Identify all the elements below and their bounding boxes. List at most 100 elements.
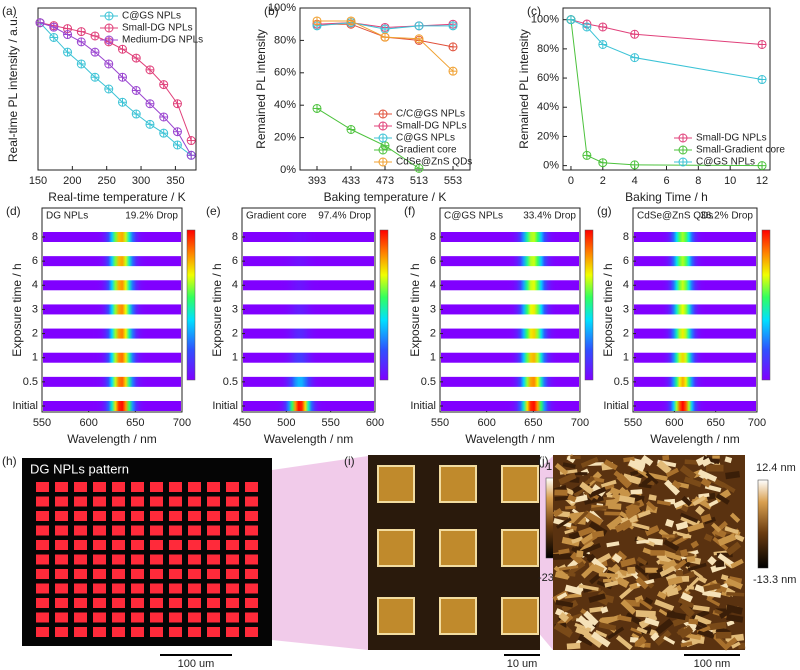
x-axis-label: Baking Time / h xyxy=(625,190,708,204)
spectrum-stripe xyxy=(43,256,181,267)
x-axis-label: Wavelength / nm xyxy=(465,432,555,446)
y-tick-label: 1 xyxy=(232,352,238,364)
pattern-pixel xyxy=(112,627,125,637)
data-point xyxy=(582,22,592,32)
legend-marker xyxy=(678,133,688,143)
pattern-pixel xyxy=(93,569,106,579)
pattern-pixel xyxy=(55,627,68,637)
y-tick-label: 100% xyxy=(531,14,559,26)
pattern-pixel xyxy=(131,511,144,521)
data-point xyxy=(757,75,767,85)
pattern-pixel xyxy=(112,525,125,536)
data-point xyxy=(159,80,169,90)
data-point xyxy=(90,31,100,41)
spectrum-stripe xyxy=(243,328,374,339)
x-tick-label: 8 xyxy=(695,175,701,187)
y-tick-label: 80% xyxy=(537,43,559,55)
afm-square xyxy=(439,597,477,635)
x-tick-label: 553 xyxy=(444,175,462,187)
pattern-pixel xyxy=(188,540,201,550)
pattern-pixel xyxy=(188,612,201,623)
scale-label: 100 nm xyxy=(694,658,731,670)
y-tick-label: 8 xyxy=(623,231,629,243)
pattern-pixel xyxy=(112,612,125,623)
data-point xyxy=(145,99,155,109)
pattern-pixel xyxy=(207,569,220,579)
y-tick-label: 3 xyxy=(32,303,38,315)
data-point xyxy=(76,27,86,37)
pattern-pixel xyxy=(93,612,106,623)
data-point xyxy=(172,99,182,109)
y-tick-label: 1 xyxy=(623,352,629,364)
x-axis-label: Baking temperature / K xyxy=(324,190,447,204)
x-tick-label: 10 xyxy=(724,175,736,187)
legend-label: Small-Gradient core xyxy=(696,145,785,156)
x-tick-label: 500 xyxy=(277,417,295,429)
pattern-pixel xyxy=(150,569,163,579)
data-point xyxy=(346,125,356,134)
data-point xyxy=(117,97,127,107)
y-tick-label: 8 xyxy=(32,231,38,243)
y-tick-label: 6 xyxy=(430,255,436,267)
pattern-pixel xyxy=(131,554,144,565)
legend-marker xyxy=(104,23,114,33)
x-tick-label: 393 xyxy=(308,175,326,187)
pattern-pixel xyxy=(131,482,144,492)
data-point xyxy=(630,29,640,39)
x-tick-label: 350 xyxy=(166,175,184,187)
pattern-pixel xyxy=(55,496,68,507)
heatmap-title: Gradient core xyxy=(246,211,307,222)
legend-marker xyxy=(378,133,388,143)
pattern-pixel xyxy=(226,525,239,536)
y-tick-label: 0% xyxy=(543,160,559,172)
heatmap-annotation: 97.4% Drop xyxy=(318,211,371,222)
y-tick-label: 4 xyxy=(623,279,629,291)
pattern-pixel xyxy=(150,627,163,637)
y-tick-label: 0.5 xyxy=(421,376,436,388)
legend-marker xyxy=(378,121,388,131)
x-tick-label: 650 xyxy=(706,417,724,429)
y-tick-label: 60% xyxy=(537,72,559,84)
pattern-pixel xyxy=(207,525,220,536)
pattern-pixel xyxy=(226,569,239,579)
pattern-pixel xyxy=(245,482,258,492)
pattern-pixel xyxy=(55,511,68,521)
pattern-pixel xyxy=(36,627,49,637)
data-point xyxy=(346,16,356,26)
pattern-pixel xyxy=(245,569,258,579)
spectrum-stripe xyxy=(634,256,756,267)
pattern-pixel xyxy=(207,511,220,521)
spectrum-stripe xyxy=(441,376,579,387)
pattern-pixel xyxy=(188,525,201,536)
legend-label: C@GS NPLs xyxy=(696,157,755,168)
pattern-pixel xyxy=(169,496,182,507)
pattern-pixel xyxy=(74,554,87,565)
pattern-pixel xyxy=(169,525,182,536)
spectrum-stripe xyxy=(43,280,181,291)
spectrum-stripe xyxy=(441,328,579,339)
spectrum-stripe xyxy=(43,401,181,411)
panel-label: (b) xyxy=(264,4,279,18)
pattern-pixel xyxy=(131,496,144,507)
pattern-pixel xyxy=(93,540,106,550)
y-tick-label: 6 xyxy=(32,255,38,267)
spectrum-stripe xyxy=(243,280,374,291)
spectrum-stripe xyxy=(441,232,579,242)
panel-label: (h) xyxy=(2,454,17,468)
data-point xyxy=(448,21,458,31)
pattern-pixel xyxy=(74,598,87,608)
x-axis-label: Real-time temperature / K xyxy=(48,190,185,204)
pattern-pixel xyxy=(188,511,201,521)
x-tick-label: 200 xyxy=(63,175,81,187)
pattern-pixel xyxy=(55,598,68,608)
pattern-pixel xyxy=(36,554,49,565)
colorbar-min: -13.3 nm xyxy=(753,574,796,586)
y-axis-label: Real-time PL intensity / a.u. xyxy=(6,16,20,162)
colorbar xyxy=(757,479,769,569)
pattern-pixel xyxy=(226,482,239,492)
afm-square xyxy=(377,529,415,567)
data-point xyxy=(131,53,141,63)
pattern-pixel xyxy=(245,511,258,521)
pattern-pixel xyxy=(169,598,182,608)
legend-marker xyxy=(378,157,388,167)
